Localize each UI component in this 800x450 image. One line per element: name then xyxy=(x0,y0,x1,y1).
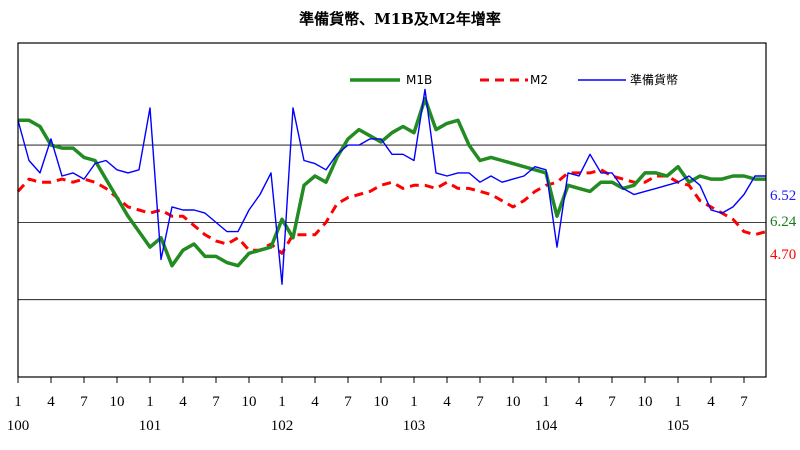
x-tick-label: 7 xyxy=(476,394,484,410)
end-value-label: 6.24 xyxy=(770,214,797,230)
x-tick-label: 4 xyxy=(47,394,55,410)
year-label: 103 xyxy=(403,418,426,434)
x-tick-label: 10 xyxy=(242,394,257,410)
x-tick-label: 7 xyxy=(608,394,616,410)
year-label: 102 xyxy=(271,418,294,434)
x-tick-label: 1 xyxy=(146,394,154,410)
legend-label: 準備貨幣 xyxy=(630,72,678,87)
x-tick-label: 7 xyxy=(344,394,352,410)
chart-title: 準備貨幣、M1B及M2年增率 xyxy=(299,10,501,28)
x-tick-label: 1 xyxy=(674,394,682,410)
x-tick-label: 1 xyxy=(542,394,550,410)
series-line-m1b xyxy=(18,96,766,268)
gridlines xyxy=(18,144,766,301)
plot-frame xyxy=(17,42,767,378)
x-tick-label: 4 xyxy=(575,394,583,410)
x-tick-label: 10 xyxy=(110,394,125,410)
x-tick-label: 7 xyxy=(80,394,88,410)
year-label: 104 xyxy=(535,418,558,434)
legend-label: M1B xyxy=(406,73,432,87)
x-tick-label: 1 xyxy=(410,394,418,410)
series-line-m2 xyxy=(16,168,767,255)
x-tick-label: 1 xyxy=(14,394,22,410)
legend: M1B M2 準備貨幣 xyxy=(350,72,678,87)
series-line-reserve-money xyxy=(17,88,766,285)
end-value-label: 4.70 xyxy=(770,247,796,263)
year-label: 105 xyxy=(667,418,690,434)
x-tick-label: 7 xyxy=(740,394,748,410)
x-tick-label: 10 xyxy=(374,394,389,410)
x-tick-label: 1 xyxy=(278,394,286,410)
x-tick-label: 4 xyxy=(443,394,451,410)
legend-label: M2 xyxy=(530,73,548,87)
x-tick-label: 4 xyxy=(707,394,715,410)
x-tick-label: 10 xyxy=(506,394,521,410)
year-label: 101 xyxy=(139,418,162,434)
x-tick-label: 4 xyxy=(179,394,187,410)
year-label: 100 xyxy=(7,418,30,434)
end-value-label: 6.52 xyxy=(770,188,796,204)
series-layer xyxy=(16,88,767,285)
x-tick-label: 10 xyxy=(638,394,653,410)
x-tick-label: 4 xyxy=(311,394,319,410)
x-tick-label: 7 xyxy=(212,394,220,410)
end-labels: 6.52 6.24 4.70 xyxy=(770,188,797,263)
